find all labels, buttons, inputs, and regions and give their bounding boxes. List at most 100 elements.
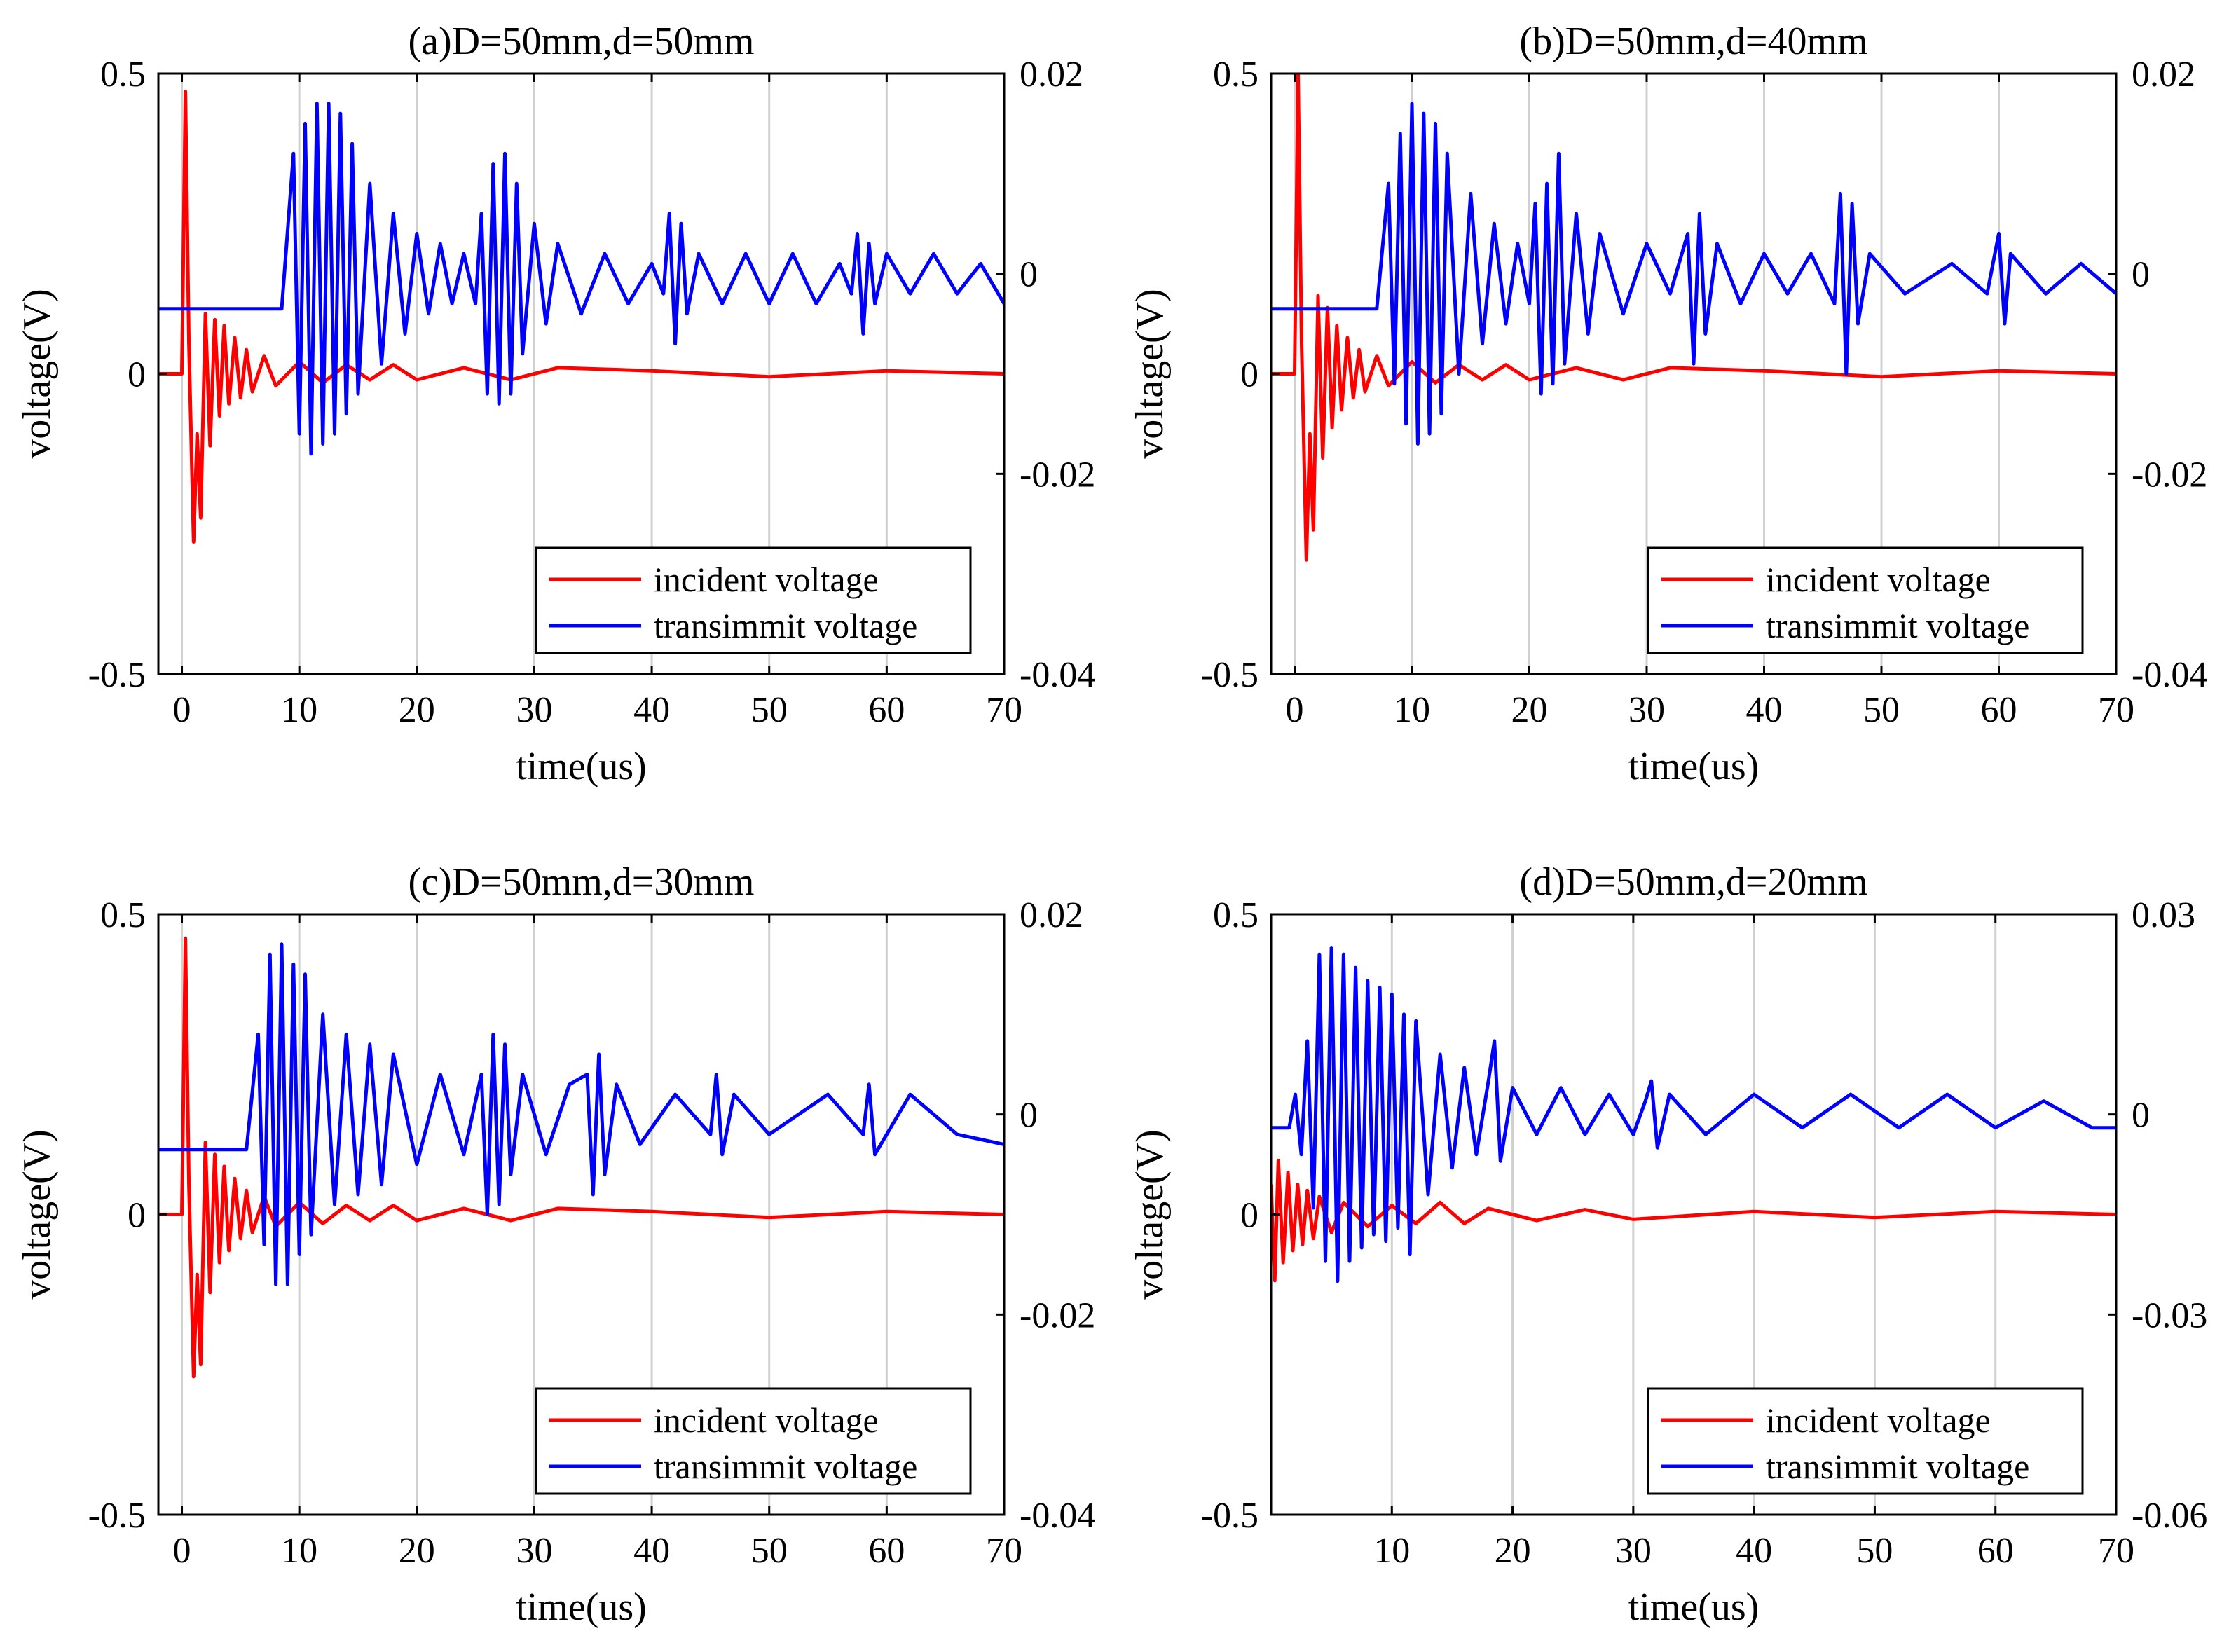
x-tick-label: 70 — [986, 690, 1022, 730]
x-tick-label: 70 — [986, 1531, 1022, 1571]
legend-label-transmit: transimmit voltage — [1766, 1447, 2029, 1486]
y-tick-label: 0.5 — [1213, 895, 1258, 935]
y-tick-label: 0.5 — [1213, 55, 1258, 95]
x-axis-label: time(us) — [1628, 745, 1760, 788]
x-tick-label: 60 — [868, 690, 905, 730]
x-tick-label: 50 — [751, 690, 788, 730]
y2-tick-label: 0.03 — [2132, 895, 2195, 935]
series-line-transmit — [158, 102, 1004, 456]
y-tick-label: -0.5 — [88, 1496, 146, 1536]
legend: incident voltage transimmit voltage — [535, 1387, 972, 1495]
x-tick-label: 10 — [281, 690, 317, 730]
x-tick-label: 40 — [1746, 690, 1783, 730]
x-tick-label: 70 — [2098, 1531, 2134, 1571]
x-tick-label: 10 — [281, 1531, 317, 1571]
legend-label-transmit: transimmit voltage — [654, 1447, 917, 1486]
y2-tick-label: 0 — [2132, 255, 2150, 295]
legend-label-incident: incident voltage — [654, 560, 879, 599]
x-tick-label: 40 — [633, 1531, 670, 1571]
y2-tick-label: -0.06 — [2132, 1496, 2207, 1536]
y2-tick-label: -0.02 — [1020, 1295, 1095, 1335]
x-tick-label: 40 — [633, 690, 670, 730]
series-line-incident — [158, 90, 1004, 544]
x-axis-label: time(us) — [1628, 1585, 1760, 1629]
legend-label-transmit: transimmit voltage — [1766, 606, 2029, 645]
legend: incident voltage transimmit voltage — [535, 546, 972, 654]
legend-box — [535, 1387, 972, 1495]
series-line-incident — [158, 936, 1004, 1379]
x-tick-label: 30 — [516, 690, 552, 730]
y2-tick-label: 0 — [1020, 255, 1038, 295]
y-tick-label: -0.5 — [1201, 655, 1258, 695]
series-line-incident — [1271, 1158, 2116, 1283]
y2-tick-label: 0.02 — [1020, 895, 1083, 935]
legend-box — [535, 546, 972, 654]
y-axis-label: voltage(V) — [15, 289, 59, 459]
y2-tick-label: 0.02 — [2132, 55, 2195, 95]
x-tick-label: 60 — [868, 1531, 905, 1571]
legend: incident voltage transimmit voltage — [1647, 1387, 2084, 1495]
legend-label-incident: incident voltage — [654, 1400, 879, 1440]
chart-panel-2: 0 10 20 30 40 50 60 70 -0.5 0 0.5 -0.04 -0.02 0 0.02 (c… — [15, 860, 1095, 1629]
y2-tick-label: 0 — [2132, 1096, 2150, 1136]
legend: incident voltage transimmit voltage — [1647, 546, 2084, 654]
y-tick-label: 0 — [1240, 355, 1258, 395]
y-tick-label: 0.5 — [100, 55, 146, 95]
x-tick-label: 30 — [516, 1531, 552, 1571]
x-tick-label: 20 — [399, 1531, 435, 1571]
x-tick-label: 50 — [1856, 1531, 1893, 1571]
x-tick-label: 50 — [751, 1531, 788, 1571]
y2-tick-label: -0.04 — [1020, 1496, 1095, 1536]
x-tick-label: 70 — [2098, 690, 2134, 730]
y2-tick-label: 0 — [1020, 1096, 1038, 1136]
x-tick-label: 60 — [1981, 690, 2017, 730]
y-tick-label: -0.5 — [1201, 1496, 1258, 1536]
series-line-transmit — [1271, 102, 2116, 446]
legend-label-incident: incident voltage — [1766, 560, 1991, 599]
y2-tick-label: -0.02 — [1020, 455, 1095, 495]
series-line-incident — [1271, 74, 2116, 562]
chart-title: (c)D=50mm,d=30mm — [409, 860, 755, 904]
chart-panel-3: 10 20 30 40 50 60 70 -0.5 0 0.5 -0.06 -0.03 0 0.03 (d)… — [1128, 860, 2207, 1629]
x-tick-label: 0 — [173, 690, 191, 730]
y2-tick-label: 0.02 — [1020, 55, 1083, 95]
chart-title: (d)D=50mm,d=20mm — [1519, 860, 1867, 904]
chart-panel-1: 0 10 20 30 40 50 60 70 -0.5 0 0.5 -0.04 -0.02 0 0.02 (b… — [1128, 20, 2207, 788]
x-tick-label: 60 — [1977, 1531, 2014, 1571]
legend-box — [1647, 546, 2084, 654]
x-tick-label: 40 — [1736, 1531, 1772, 1571]
y-tick-label: 0 — [128, 355, 146, 395]
chart-panel-0: 0 10 20 30 40 50 60 70 -0.5 0 0.5 -0.04 -0.02 0 0.02 (a… — [15, 20, 1095, 788]
y2-tick-label: -0.02 — [2132, 455, 2207, 495]
chart-title: (a)D=50mm,d=50mm — [409, 20, 755, 63]
legend-box — [1647, 1387, 2084, 1495]
legend-label-incident: incident voltage — [1766, 1400, 1991, 1440]
series-line-transmit — [158, 942, 1004, 1286]
x-tick-label: 20 — [1511, 690, 1548, 730]
y-tick-label: 0.5 — [100, 895, 146, 935]
y-tick-label: -0.5 — [88, 655, 146, 695]
x-tick-label: 0 — [1286, 690, 1304, 730]
y-axis-label: voltage(V) — [1128, 1129, 1172, 1300]
y2-tick-label: -0.04 — [1020, 655, 1095, 695]
x-tick-label: 30 — [1615, 1531, 1652, 1571]
x-tick-label: 30 — [1628, 690, 1665, 730]
x-tick-label: 10 — [1394, 690, 1430, 730]
x-tick-label: 10 — [1373, 1531, 1410, 1571]
x-tick-label: 50 — [1863, 690, 1900, 730]
x-axis-label: time(us) — [516, 745, 647, 788]
x-tick-label: 20 — [399, 690, 435, 730]
legend-label-transmit: transimmit voltage — [654, 606, 917, 645]
x-tick-label: 0 — [173, 1531, 191, 1571]
chart-title: (b)D=50mm,d=40mm — [1519, 20, 1867, 63]
y-tick-label: 0 — [128, 1196, 146, 1236]
x-tick-label: 20 — [1495, 1531, 1531, 1571]
y-axis-label: voltage(V) — [15, 1129, 59, 1300]
x-axis-label: time(us) — [516, 1585, 647, 1629]
y2-tick-label: -0.04 — [2132, 655, 2207, 695]
y2-tick-label: -0.03 — [2132, 1295, 2207, 1335]
y-tick-label: 0 — [1240, 1196, 1258, 1236]
y-axis-label: voltage(V) — [1128, 289, 1172, 459]
series-line-transmit — [1271, 946, 2116, 1283]
